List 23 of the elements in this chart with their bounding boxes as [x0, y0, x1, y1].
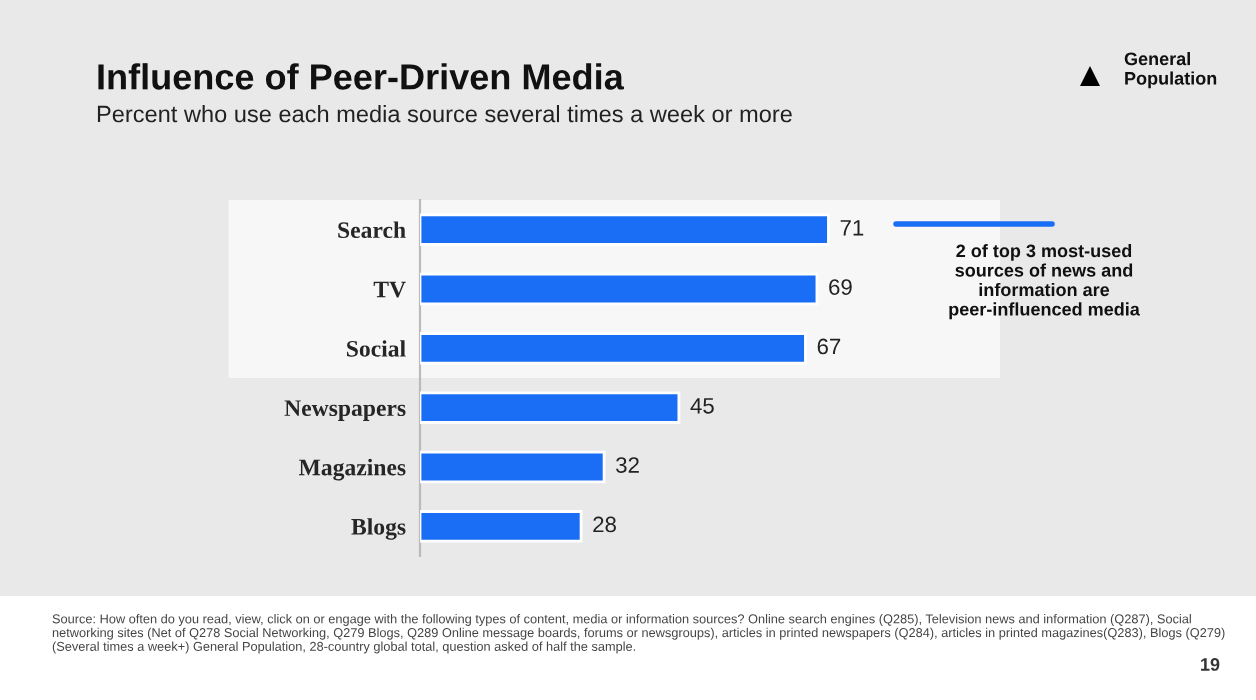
- data-label: 69: [829, 279, 852, 295]
- data-label: 28: [593, 516, 616, 533]
- data-label: 32: [616, 457, 639, 473]
- bar: [420, 213, 830, 246]
- bar: [420, 272, 819, 306]
- y-tick-label: Blogs: [351, 518, 406, 540]
- y-tick-label: Newspapers: [284, 400, 406, 421]
- bar: [420, 332, 807, 365]
- bar: [420, 510, 583, 543]
- chart-subtitle: Percent who use each media source several times a week or more: [97, 105, 792, 123]
- y-tick-label: Social: [347, 340, 406, 357]
- text: 2 of top 3 most-used sources of news and information are peer-influenced media: [949, 244, 1140, 320]
- y-tick-label: Magazines: [298, 458, 406, 481]
- bar: [420, 450, 606, 484]
- bar: [420, 391, 681, 424]
- text: 19: [1201, 658, 1220, 671]
- data-label: 71: [840, 220, 864, 236]
- chart-title: Influence of Peer-Driven Media: [98, 63, 624, 90]
- data-label: 45: [690, 398, 714, 414]
- y-tick-label: TV: [373, 281, 406, 298]
- data-label: 67: [817, 338, 841, 355]
- text: General Population: [1124, 52, 1217, 89]
- y-tick-label: Search: [338, 221, 406, 239]
